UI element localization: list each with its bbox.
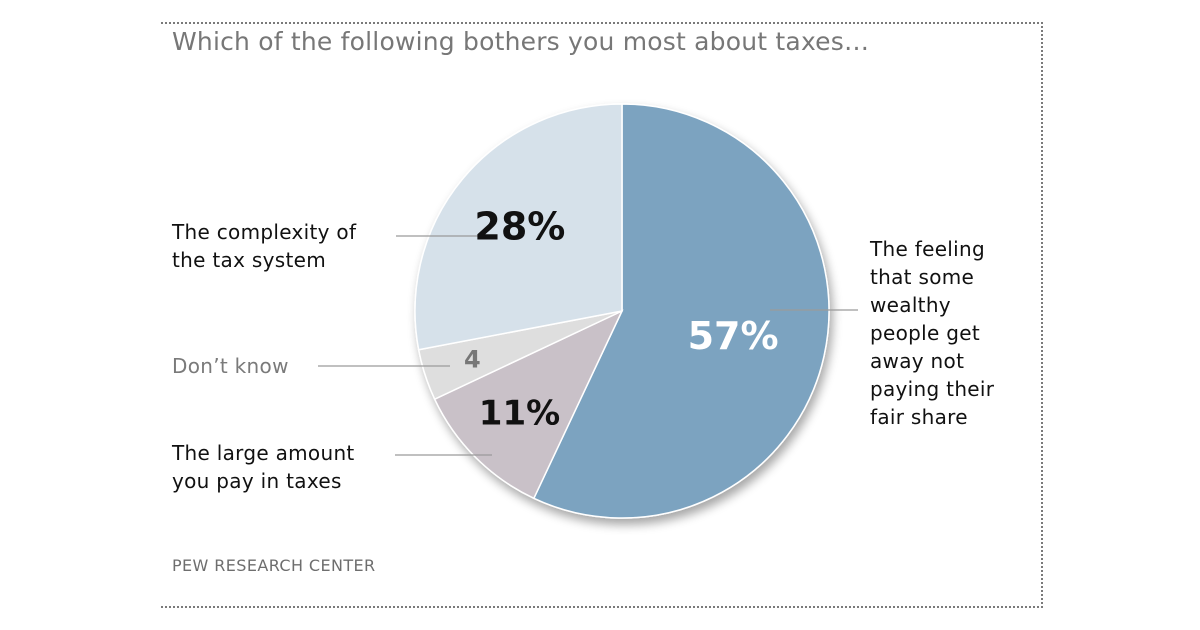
value-label-wealthy-not-paying: 57% [688,314,779,358]
pie-slice-wealthy-not-paying [532,103,830,519]
pie-slice-large-amount [433,309,624,500]
slice-label-wealthy-not-paying: The feeling that some wealthy people get… [870,237,995,429]
leader-lines [318,235,858,456]
slice-label-large-amount: The large amount you pay in taxes [172,441,355,493]
chart-title: Which of the following bothers you most … [172,27,870,56]
pie-slices [414,103,830,519]
pie-slice-complexity [414,103,623,351]
value-labels: 57% 11% 4 28% [464,205,779,434]
slice-label-complexity: The complexity of the tax system [172,220,357,272]
value-label-large-amount: 11% [479,394,560,434]
source-credit: PEW RESEARCH CENTER [172,556,376,575]
value-label-dont-know: 4 [464,346,481,374]
value-label-complexity: 28% [474,205,565,249]
slice-label-dont-know: Don’t know [172,354,289,378]
chart-frame [161,22,1043,608]
